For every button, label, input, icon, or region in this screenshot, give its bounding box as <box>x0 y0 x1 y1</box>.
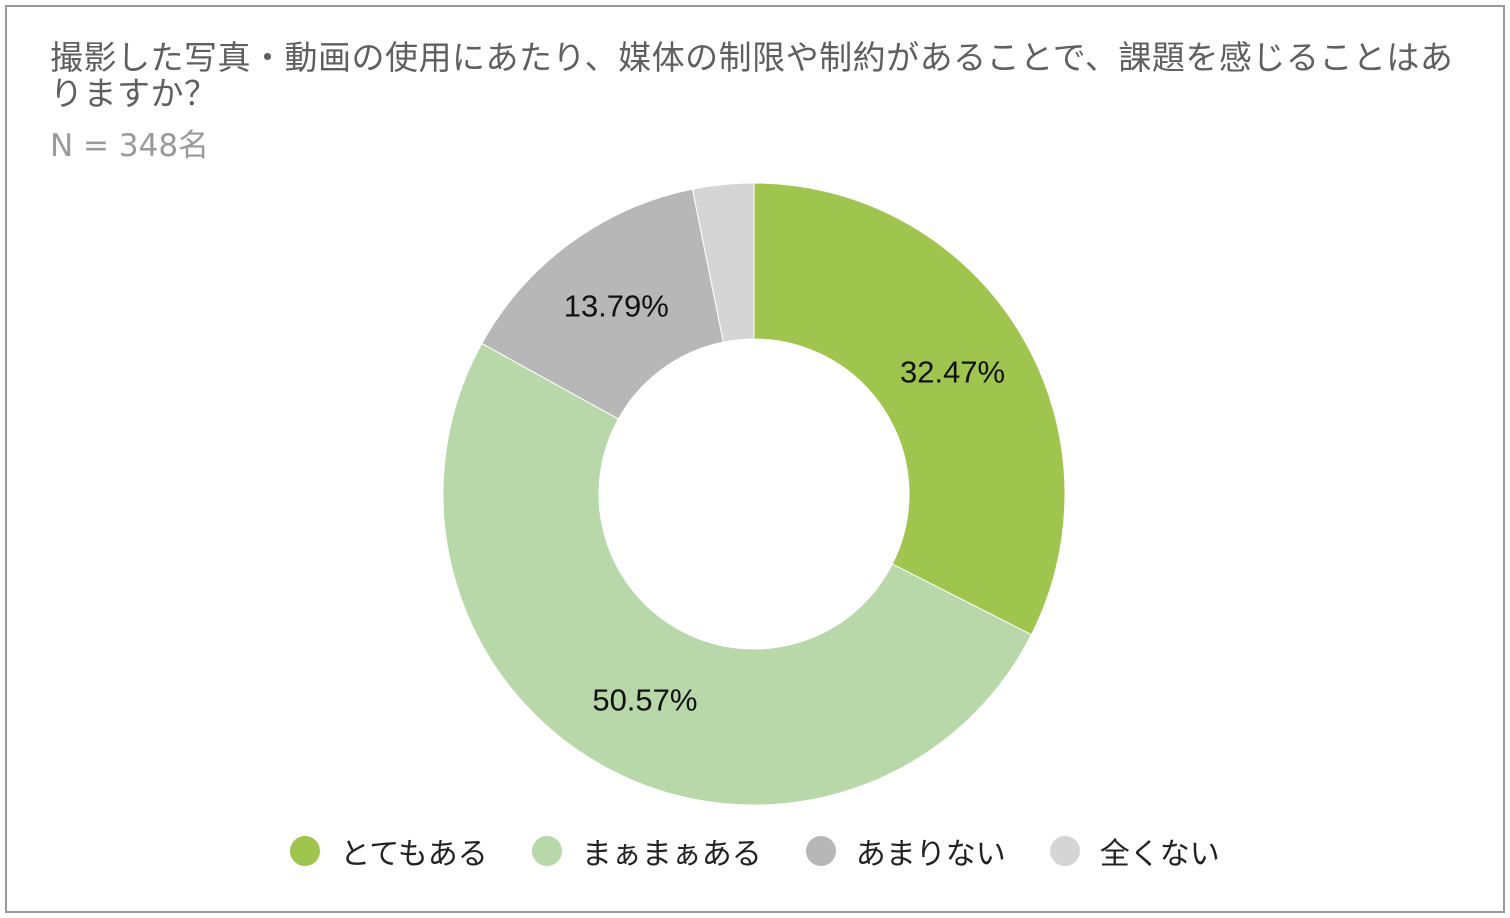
donut-slice-3 <box>481 188 724 420</box>
legend-swatch <box>1049 836 1080 866</box>
data-label-1: 32.47% <box>900 355 1005 390</box>
legend-label: 全くない <box>1099 837 1220 872</box>
data-label-3: 13.79% <box>564 289 669 324</box>
legend-swatch <box>805 836 836 866</box>
legend-item-4: 全くない <box>1049 829 1220 873</box>
donut-slice-1 <box>753 182 1066 636</box>
legend-swatch <box>531 836 562 866</box>
chart-subtitle: N = 348名 <box>50 128 210 164</box>
legend-swatch <box>290 836 321 866</box>
data-label-2: 50.57% <box>592 682 697 717</box>
legend-item-3: あまりない <box>805 829 1006 873</box>
donut-slice-2 <box>442 342 1033 806</box>
legend-label: まぁまぁある <box>581 837 762 872</box>
chart-legend: とてもある まぁまぁある あまりない 全くない <box>0 826 1510 876</box>
legend-item-1: とてもある <box>290 829 488 873</box>
donut-slice-4 <box>691 182 755 343</box>
chart-title: 撮影した写真・動画の使用にあたり、媒体の制限や制約があることで、課題を感じること… <box>50 38 1454 113</box>
legend-item-2: まぁまぁある <box>531 829 762 873</box>
legend-label: あまりない <box>855 837 1006 872</box>
legend-label: とてもある <box>340 837 488 872</box>
